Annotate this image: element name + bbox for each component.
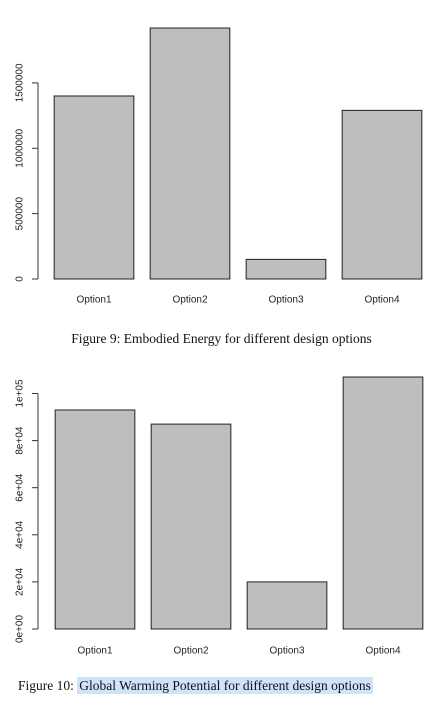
y-tick-label: 500000 (15, 197, 26, 231)
bar (246, 581, 328, 630)
bar (342, 376, 424, 630)
x-tick-label: Option4 (364, 295, 399, 306)
bar (150, 423, 232, 630)
y-tick-label: 4e+04 (15, 520, 26, 549)
x-tick-label: Option3 (268, 295, 303, 306)
x-tick-label: Option4 (365, 646, 400, 657)
bar (54, 409, 136, 630)
caption-text: Embodied Energy for different design opt… (123, 331, 372, 346)
x-tick-label: Option3 (269, 646, 304, 657)
bar (341, 109, 423, 280)
caption: Figure 9: Embodied Energy for different … (0, 331, 443, 347)
bar (149, 27, 231, 280)
y-tick-label: 8e+04 (15, 426, 26, 455)
y-tick-label: 1000000 (15, 128, 26, 167)
caption-label: Figure 9: (71, 331, 121, 346)
caption: Figure 10: Global Warming Potential for … (18, 677, 373, 694)
y-tick-label: 6e+04 (15, 473, 26, 502)
y-tick-label: 0e+00 (15, 615, 26, 644)
caption-label: Figure 10: (18, 678, 74, 693)
y-tick-label: 1e+05 (15, 379, 26, 408)
y-tick-label: 0 (15, 276, 26, 282)
bar (245, 258, 327, 280)
bar (53, 95, 135, 280)
x-tick-label: Option2 (173, 646, 208, 657)
y-tick-label: 1500000 (15, 63, 26, 102)
x-tick-label: Option1 (76, 295, 111, 306)
x-tick-label: Option1 (77, 646, 112, 657)
caption-text: Global Warming Potential for different d… (77, 677, 373, 694)
x-tick-label: Option2 (172, 295, 207, 306)
y-tick-label: 2e+04 (15, 567, 26, 596)
